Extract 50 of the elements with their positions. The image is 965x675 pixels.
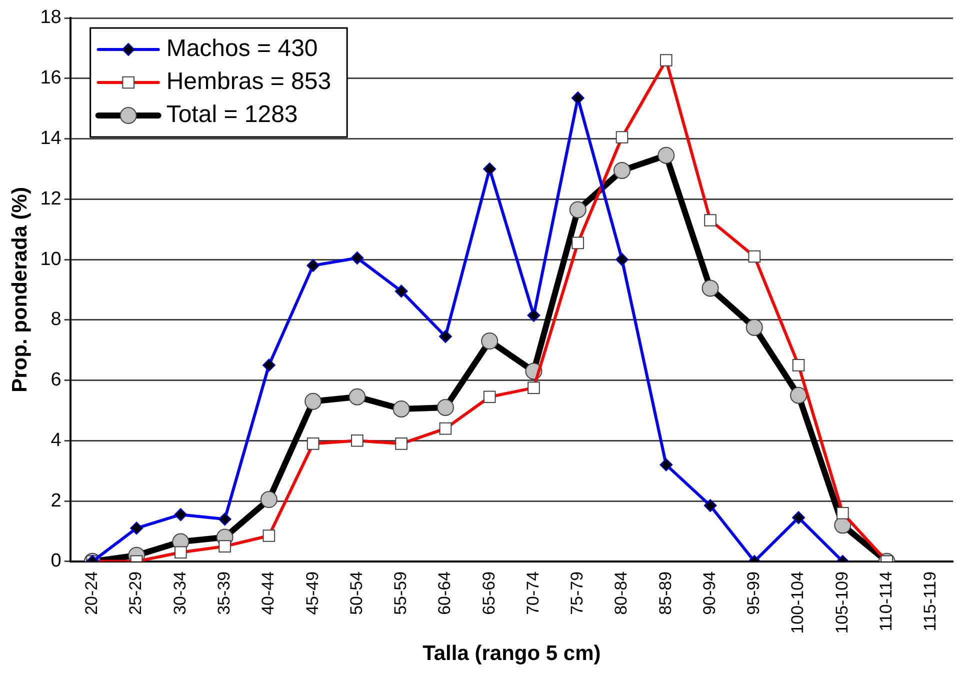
x-tick-label: 60-64 — [435, 571, 454, 615]
point — [483, 162, 496, 176]
x-tick-label: 85-89 — [656, 571, 675, 615]
point — [660, 458, 673, 472]
x-tick-label: 70-74 — [523, 571, 542, 615]
legend-label: Total = 1283 — [166, 101, 298, 128]
x-tick-label: 105-109 — [832, 571, 852, 634]
x-tick-label: 110-114 — [876, 571, 896, 632]
y-tick-label: 18 — [40, 7, 62, 28]
point — [616, 253, 628, 266]
legend-label: Hembras = 853 — [166, 68, 332, 96]
y-axis-title: Prop. ponderada (%) — [8, 187, 32, 392]
point — [438, 330, 452, 343]
point — [262, 358, 276, 372]
x-axis-title: Talla (rango 5 cm) — [422, 642, 601, 666]
point — [792, 511, 806, 524]
y-tick-label: 14 — [40, 128, 62, 149]
y-tick-label: 16 — [40, 68, 62, 89]
y-tick-label: 8 — [50, 309, 62, 330]
point — [704, 499, 717, 512]
x-tick-label: 30-34 — [170, 571, 190, 615]
x-tick-label: 75-79 — [568, 571, 587, 615]
x-tick-label: 25-29 — [126, 571, 146, 615]
point — [130, 522, 144, 535]
x-tick-label: 100-104 — [788, 571, 808, 634]
x-tick-label: 115-119 — [920, 571, 940, 632]
x-tick-label: 55-59 — [391, 571, 410, 615]
point — [394, 284, 408, 298]
x-tick-label: 80-84 — [612, 571, 631, 615]
point — [174, 508, 188, 522]
x-tick-label: 35-39 — [214, 571, 234, 615]
point — [218, 512, 232, 526]
y-tick-label: 0 — [50, 550, 62, 572]
y-tick-label: 10 — [40, 248, 62, 270]
y-tick-label: 4 — [50, 430, 62, 451]
x-tick-label: 65-69 — [479, 571, 498, 615]
y-tick-label: 6 — [50, 370, 62, 391]
x-tick-label: 95-99 — [744, 571, 764, 615]
point — [306, 259, 320, 272]
point — [527, 308, 540, 322]
x-tick-label: 90-94 — [700, 571, 719, 615]
point — [350, 252, 364, 265]
x-tick-label: 45-49 — [302, 571, 322, 615]
point — [571, 92, 584, 104]
x-tick-label: 20-24 — [82, 571, 102, 615]
x-tick-label: 40-44 — [258, 571, 278, 615]
y-tick-label: 12 — [40, 188, 62, 210]
legend-label: Machos = 430 — [166, 35, 318, 62]
y-tick-label: 2 — [50, 490, 62, 512]
x-tick-label: 50-54 — [346, 571, 366, 615]
